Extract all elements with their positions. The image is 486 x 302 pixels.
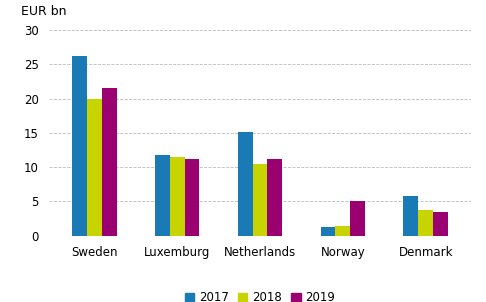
Bar — [238, 131, 253, 236]
Bar — [321, 227, 335, 236]
Bar — [418, 210, 434, 236]
Bar — [185, 159, 199, 236]
Bar — [253, 164, 267, 236]
Bar — [155, 155, 170, 236]
Legend: 2017, 2018, 2019: 2017, 2018, 2019 — [180, 287, 340, 302]
Bar — [267, 159, 282, 236]
Bar — [102, 88, 117, 236]
Bar — [434, 212, 448, 236]
Bar — [403, 196, 418, 236]
Bar — [170, 157, 185, 236]
Text: EUR bn: EUR bn — [21, 5, 67, 18]
Bar — [72, 56, 87, 236]
Bar — [87, 99, 102, 236]
Bar — [350, 201, 365, 236]
Bar — [335, 226, 350, 236]
